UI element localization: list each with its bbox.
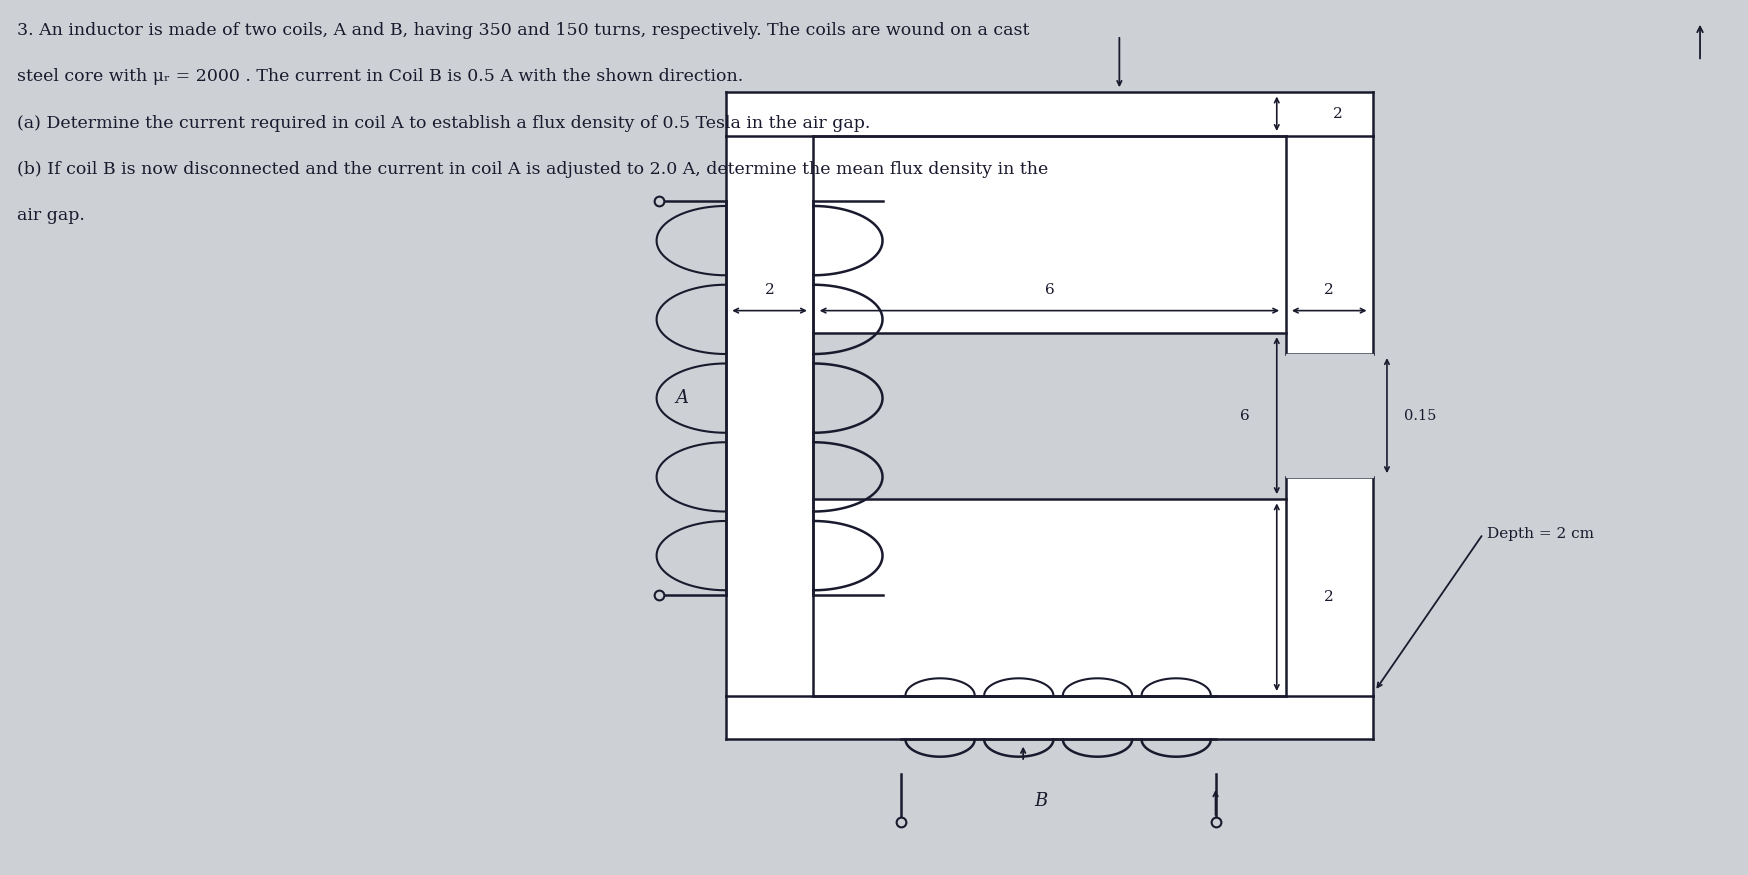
Text: 6: 6 xyxy=(1239,409,1250,423)
Text: (b) If coil B is now disconnected and the current in coil A is adjusted to 2.0 A: (b) If coil B is now disconnected and th… xyxy=(17,161,1049,178)
Text: 6: 6 xyxy=(1044,284,1054,298)
Text: 2: 2 xyxy=(1332,107,1342,121)
Text: 2: 2 xyxy=(764,284,774,298)
Text: 0.15: 0.15 xyxy=(1404,409,1437,423)
Text: A: A xyxy=(675,389,689,407)
Text: 2: 2 xyxy=(1323,591,1334,605)
Text: 2: 2 xyxy=(1323,284,1334,298)
Text: air gap.: air gap. xyxy=(17,207,86,224)
Text: 3. An inductor is made of two coils, A and B, having 350 and 150 turns, respecti: 3. An inductor is made of two coils, A a… xyxy=(17,22,1030,38)
Text: steel core with μᵣ = 2000 . The current in Coil B is 0.5 A with the shown direct: steel core with μᵣ = 2000 . The current … xyxy=(17,68,743,85)
Text: Depth = 2 cm: Depth = 2 cm xyxy=(1486,527,1592,541)
Text: (a) Determine the current required in coil A to establish a flux density of 0.5 : (a) Determine the current required in co… xyxy=(17,115,871,131)
Text: B: B xyxy=(1033,792,1047,809)
